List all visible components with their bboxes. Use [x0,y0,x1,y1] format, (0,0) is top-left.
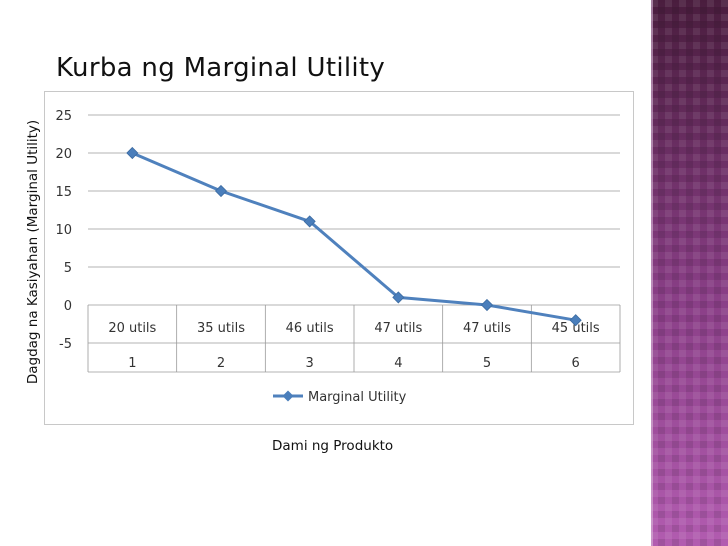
x-tick-label: 1 [128,356,136,371]
data-point-marker [126,146,139,160]
category-sublabel: 35 utils [197,321,245,336]
data-point-marker [569,314,582,327]
legend: Marginal Utility [273,390,407,405]
category-table: 20 utils 1 35 utils 2 46 utils 3 47 utils 4 47 u… [87,305,621,373]
page-title: Kurba ng Marginal Utility [56,53,386,83]
y-tick-label: 25 [55,109,72,124]
data-point-marker [392,291,405,304]
category-sublabel: 20 utils [108,321,156,336]
x-tick-label: 6 [572,356,580,371]
series-line [131,151,576,322]
x-tick-label: 3 [306,356,314,371]
y-tick-label: 15 [55,185,72,200]
y-tick-label: 5 [64,261,72,276]
data-point-marker [480,298,494,312]
y-tick-label: 10 [55,223,72,238]
legend-label: Marginal Utility [308,390,407,405]
data-point-marker [303,215,316,228]
y-tick-label: 20 [55,147,72,162]
chart-frame [44,91,634,425]
y-tick-label: 0 [64,299,72,314]
series-marginal-utility [126,146,582,327]
category-sublabel: 47 utils [374,321,422,336]
decorative-side-bar [651,0,728,546]
category-sublabel: 47 utils [463,321,511,336]
y-tick-label: -5 [59,337,72,352]
data-point-marker [214,184,228,198]
x-tick-label: 4 [394,356,402,371]
x-tick-label: 2 [217,356,225,371]
x-axis-label: Dami ng Produkto [272,438,394,454]
x-tick-label: 5 [483,356,491,371]
category-sublabel: 46 utils [286,321,334,336]
legend-swatch-marker [282,390,294,402]
category-sublabel: 45 utils [552,321,600,336]
